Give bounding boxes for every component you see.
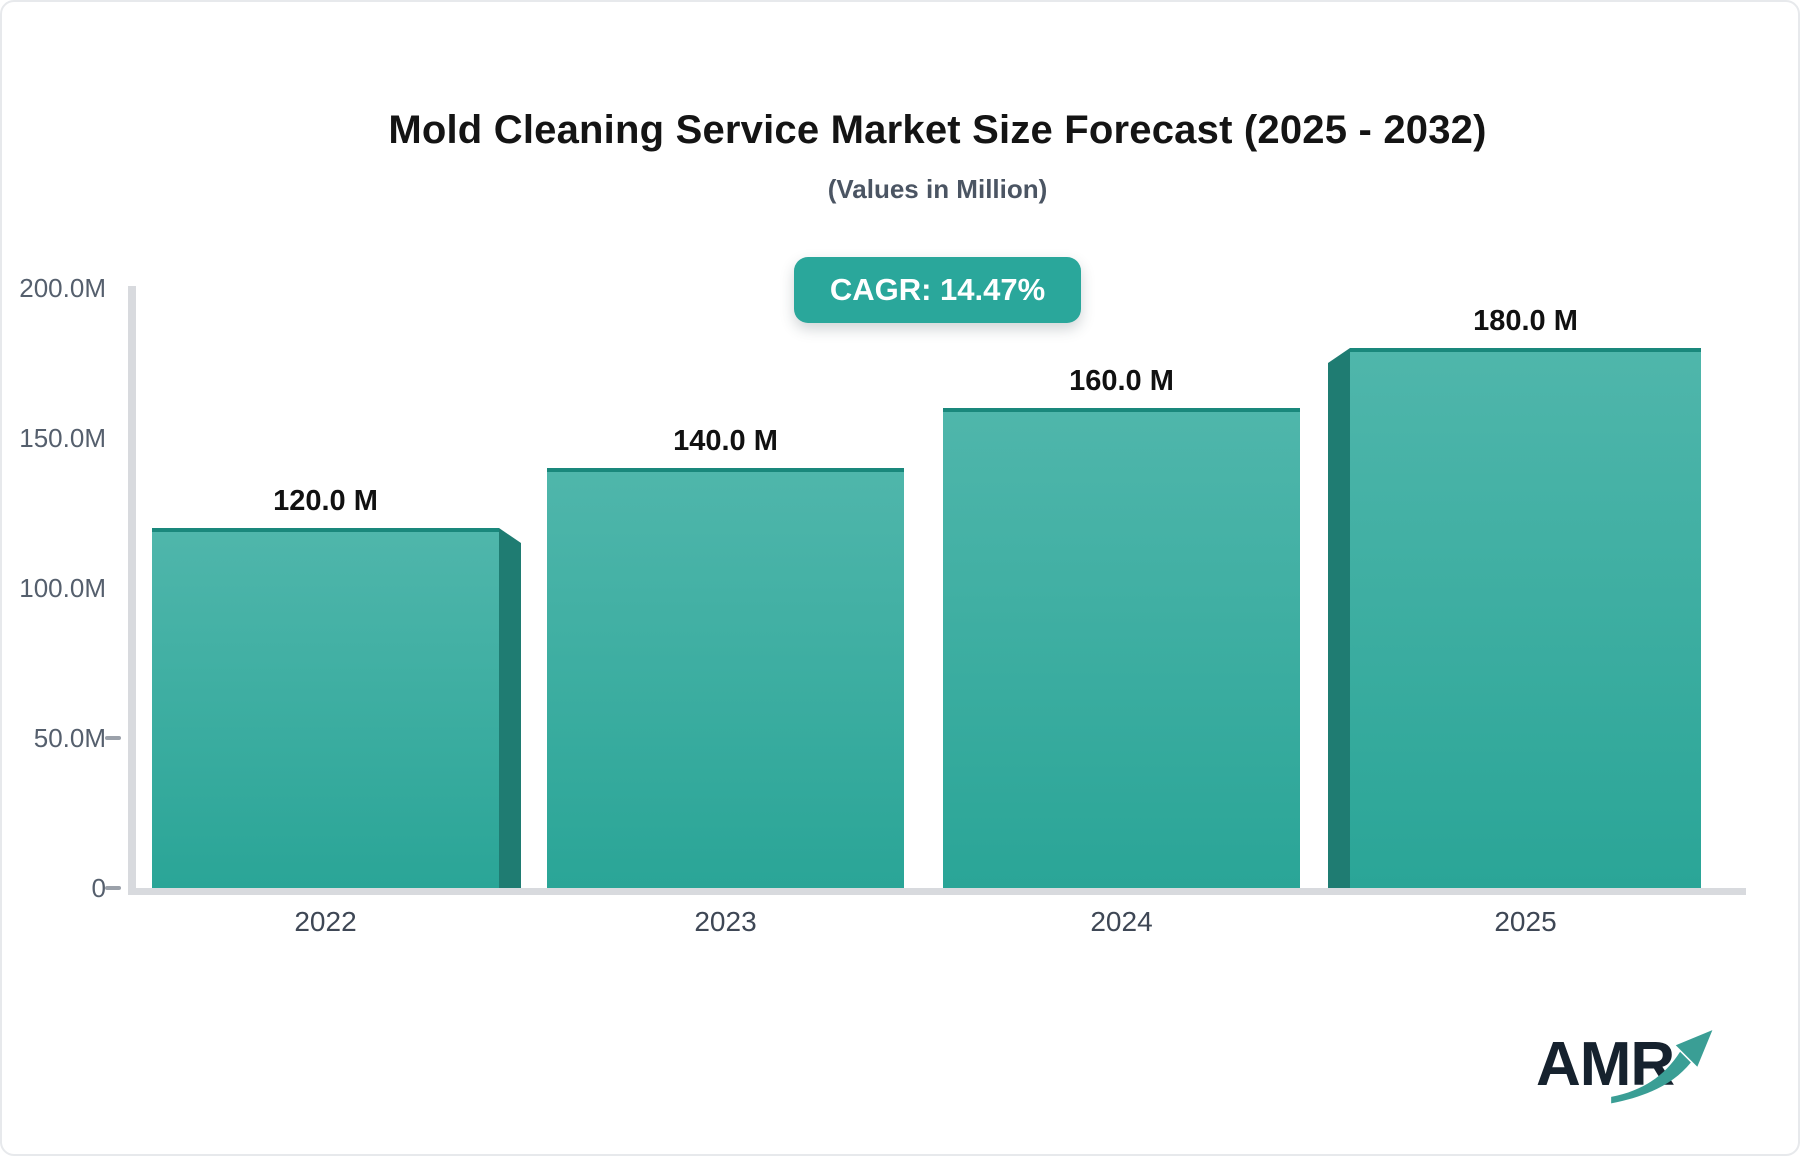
y-tick-label: 0 — [91, 873, 106, 903]
chart-subtitle: (Values in Million) — [827, 174, 1048, 204]
x-axis-label-2023: 2023 — [694, 906, 757, 937]
bar-value-label: 140.0 M — [673, 425, 778, 457]
cagr-badge: CAGR: 14.47% — [793, 257, 1082, 323]
x-axis-line — [128, 888, 1746, 895]
y-tick-label: 200.0M — [19, 273, 106, 303]
bar-2025: 180.0 M — [1328, 305, 1701, 888]
y-axis-line — [128, 286, 136, 890]
amr-logo: AMR — [1536, 1030, 1716, 1124]
y-tick-label: 50.0M — [33, 723, 106, 753]
cagr-badge-row: CAGR: 14.47% — [134, 257, 1741, 323]
bar-value-label: 120.0 M — [273, 485, 378, 517]
y-tick-mark — [105, 736, 121, 740]
bar-3d-side — [499, 528, 521, 888]
y-tick-label: 100.0M — [19, 573, 106, 603]
bar-2023: 140.0 M — [547, 425, 904, 888]
x-axis-label-2025: 2025 — [1494, 906, 1557, 937]
x-axis-label-2024: 2024 — [1090, 906, 1153, 937]
bar-3d-side — [1328, 348, 1350, 888]
chart-title: Mold Cleaning Service Market Size Foreca… — [388, 108, 1487, 152]
bar-2024: 160.0 M — [943, 365, 1300, 888]
bar-2022: 120.0 M — [152, 485, 521, 888]
y-tick-mark — [105, 886, 121, 890]
growth-arrow-icon — [1611, 1030, 1713, 1104]
bar-value-label: 160.0 M — [1069, 365, 1174, 397]
x-axis-label-2022: 2022 — [294, 906, 357, 937]
bar-value-label: 180.0 M — [1473, 305, 1578, 337]
y-tick-label: 150.0M — [19, 423, 106, 453]
